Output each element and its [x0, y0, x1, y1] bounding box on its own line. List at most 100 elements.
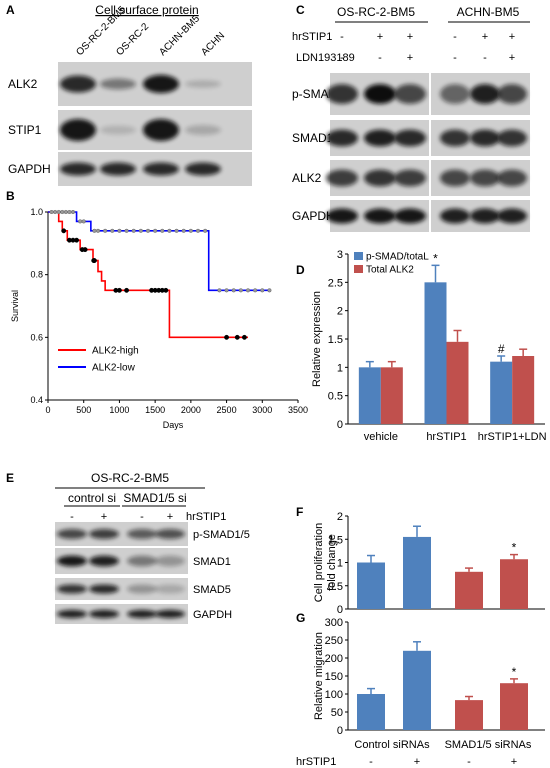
g-y-tick-label: 200: [325, 653, 343, 665]
b-censor-point: [61, 228, 67, 234]
panel-c-sign: +: [482, 31, 488, 43]
panel-e-blot-1: [55, 548, 188, 574]
f-y-tick-label: 1.5: [328, 534, 343, 546]
g-y-tick-label: 50: [331, 707, 343, 719]
panel-letter-a: A: [6, 3, 15, 17]
panel-a-blot-gapdh-band-2: [143, 162, 179, 176]
b-censor-point: [260, 288, 265, 293]
d-y-label: Relative expression: [311, 291, 323, 387]
panel-c-sign: -: [453, 52, 457, 64]
panel-e-blot-2-background: [55, 578, 188, 600]
panel-a-title: Cell surface protein: [95, 3, 198, 17]
g-sign: +: [414, 756, 420, 768]
d-legend: p-SMAD/totaL Total ALK2: [354, 252, 429, 276]
d-y-tick-label: 0: [337, 419, 343, 431]
panel-c-blot-right-1-band-0: [440, 129, 470, 147]
panel-a-row-label: STIP1: [8, 123, 42, 137]
g-y-tick-label: 250: [325, 635, 343, 647]
panel-e-blot-1-band-3: [155, 555, 185, 567]
panel-c-blot-right-0-band-0: [440, 84, 470, 104]
panel-a: A Cell surface protein OS-RC-2-BM5OS-RC-…: [6, 3, 252, 186]
b-censor-point: [82, 247, 88, 253]
panel-c-blot-right-1-band-2: [497, 129, 527, 147]
f-bar: [403, 536, 431, 609]
panel-c-treatment-label: LDN193189: [296, 52, 355, 64]
panel-e-blot-2-band-3: [155, 584, 185, 594]
b-censor-point: [78, 219, 83, 224]
b-censor-point: [188, 228, 193, 233]
panel-c-blot-right-3: [431, 200, 530, 232]
g-sign: -: [467, 756, 471, 768]
g-bar: [455, 700, 483, 730]
b-censor-point: [91, 258, 97, 264]
b-x-tick-label: 2500: [217, 405, 237, 415]
panel-a-lane-label: ACHN: [199, 30, 227, 58]
f-bar: [500, 559, 528, 609]
panel-c-blot-right-2-band-2: [497, 169, 527, 187]
d-y-tick-label: 3: [337, 249, 343, 261]
b-censor-point: [131, 228, 136, 233]
panel-letter-d: D: [296, 263, 305, 277]
d-bar: [512, 356, 535, 424]
panel-e-blot-0-band-0: [57, 529, 87, 539]
panel-c-blot-right-0-band-2: [497, 84, 527, 104]
panel-e: E OS-RC-2-BM5 control si SMAD1/5 si hrST…: [6, 471, 250, 624]
panel-e-blot-3-band-1: [89, 609, 119, 619]
g-y-label: Relative migration: [313, 632, 325, 720]
panel-c-blot-left-3-band-2: [394, 208, 426, 224]
g-group-left: Control siRNAs: [354, 739, 430, 751]
panel-e-blot-1-band-0: [57, 555, 87, 567]
panel-e-sign: -: [70, 511, 74, 523]
b-x-tick-label: 3000: [252, 405, 272, 415]
panel-a-blot-alk2-band-0: [60, 75, 96, 93]
b-censor-point: [203, 228, 208, 233]
b-censor-point: [217, 288, 222, 293]
panel-c-sign: +: [509, 31, 515, 43]
panel-c-blot-left-1: [326, 120, 429, 156]
panel-e-blot-0-band-3: [155, 529, 185, 539]
panel-a-blot-stip1-band-3: [185, 125, 221, 135]
panel-c-sign: -: [340, 52, 344, 64]
b-x-tick-label: 1000: [109, 405, 129, 415]
panel-c-blot-left-3: [326, 200, 429, 232]
panel-e-blot-3: [55, 604, 188, 624]
b-censor-point: [253, 288, 258, 293]
panel-c-blot-left-2: [326, 160, 429, 196]
panel-e-sign: -: [140, 511, 144, 523]
panel-e-blot-2-band-1: [89, 584, 119, 594]
panel-a-blot-alk2-band-3: [185, 80, 221, 88]
g-bar: [403, 650, 431, 730]
b-x-label: Days: [163, 420, 184, 430]
b-censor-point: [181, 228, 186, 233]
panel-c-group-left: OS-RC-2-BM5: [337, 5, 415, 19]
panel-c-blot-left-0-band-1: [364, 84, 396, 104]
panel-e-blot-0-band-1: [89, 529, 119, 539]
b-censor-point: [60, 209, 65, 215]
g-bar: [357, 694, 385, 730]
d-y-tick-label: 2: [337, 306, 343, 318]
panel-c: C OS-RC-2-BM5 ACHN-BM5 hrSTIP1- + + - + +LDN1…: [292, 3, 530, 232]
panel-e-blot-0-band-2: [127, 529, 157, 539]
panel-a-blot-gapdh-band-3: [185, 162, 221, 176]
b-censor-point: [241, 334, 247, 340]
panel-e-group-left: control si: [68, 491, 116, 505]
panel-c-blot-right-0: [431, 73, 530, 115]
panel-e-row-label: GAPDH: [193, 609, 232, 621]
d-legend-swatch: [354, 265, 363, 273]
panel-e-title: OS-RC-2-BM5: [91, 471, 169, 485]
b-x-tick-label: 3500: [288, 405, 308, 415]
f-y-tick-label: 0: [337, 604, 343, 616]
panel-c-blot-left-1-band-0: [326, 129, 358, 147]
panel-letter-e: E: [6, 471, 14, 485]
b-censor-point: [116, 287, 122, 293]
b-censor-point: [160, 228, 165, 233]
panel-letter-f: F: [296, 505, 303, 519]
panel-e-sign: +: [101, 511, 107, 523]
b-censor-point: [167, 228, 172, 233]
panel-e-treatment: hrSTIP1: [186, 511, 226, 523]
f-y-label-line2: fold change: [326, 534, 338, 591]
b-censor-point: [245, 288, 251, 293]
panel-a-row-label: GAPDH: [8, 162, 51, 176]
panel-a-lane-label: OS-RC-2: [114, 21, 151, 58]
